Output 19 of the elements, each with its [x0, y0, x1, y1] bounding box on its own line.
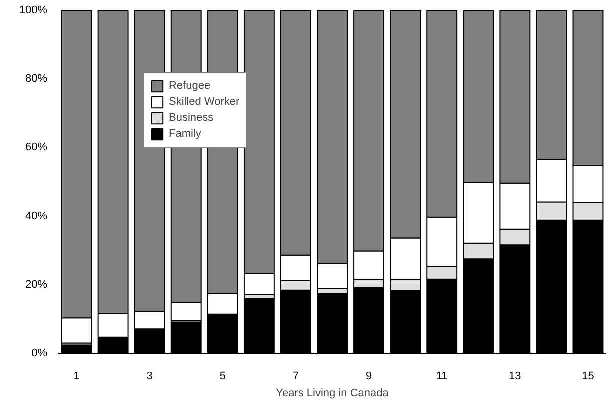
x-tick-label: 1	[74, 370, 80, 382]
x-tick-label: 13	[509, 370, 522, 382]
y-tick-label: 80%	[25, 73, 48, 86]
y-tick-label: 60%	[25, 142, 48, 154]
x-axis-title: Years Living in Canada	[276, 388, 390, 400]
x-tick-label: 3	[146, 370, 153, 382]
y-tick-label: 100%	[19, 4, 48, 16]
y-tick-label: 40%	[25, 210, 48, 222]
legend-label: Business	[169, 111, 214, 125]
x-tick-label: 5	[220, 370, 226, 382]
legend-label: Family	[169, 127, 202, 141]
legend-label: Refugee	[169, 79, 211, 93]
y-tick-label: 0%	[32, 348, 48, 360]
y-tick-label: 20%	[25, 278, 48, 291]
x-tick-label: 15	[582, 370, 594, 382]
legend-label: Skilled Worker	[169, 95, 240, 109]
x-tick-label: 7	[292, 370, 300, 382]
x-tick-label: 11	[436, 370, 448, 382]
x-tick-label: 9	[366, 370, 372, 382]
